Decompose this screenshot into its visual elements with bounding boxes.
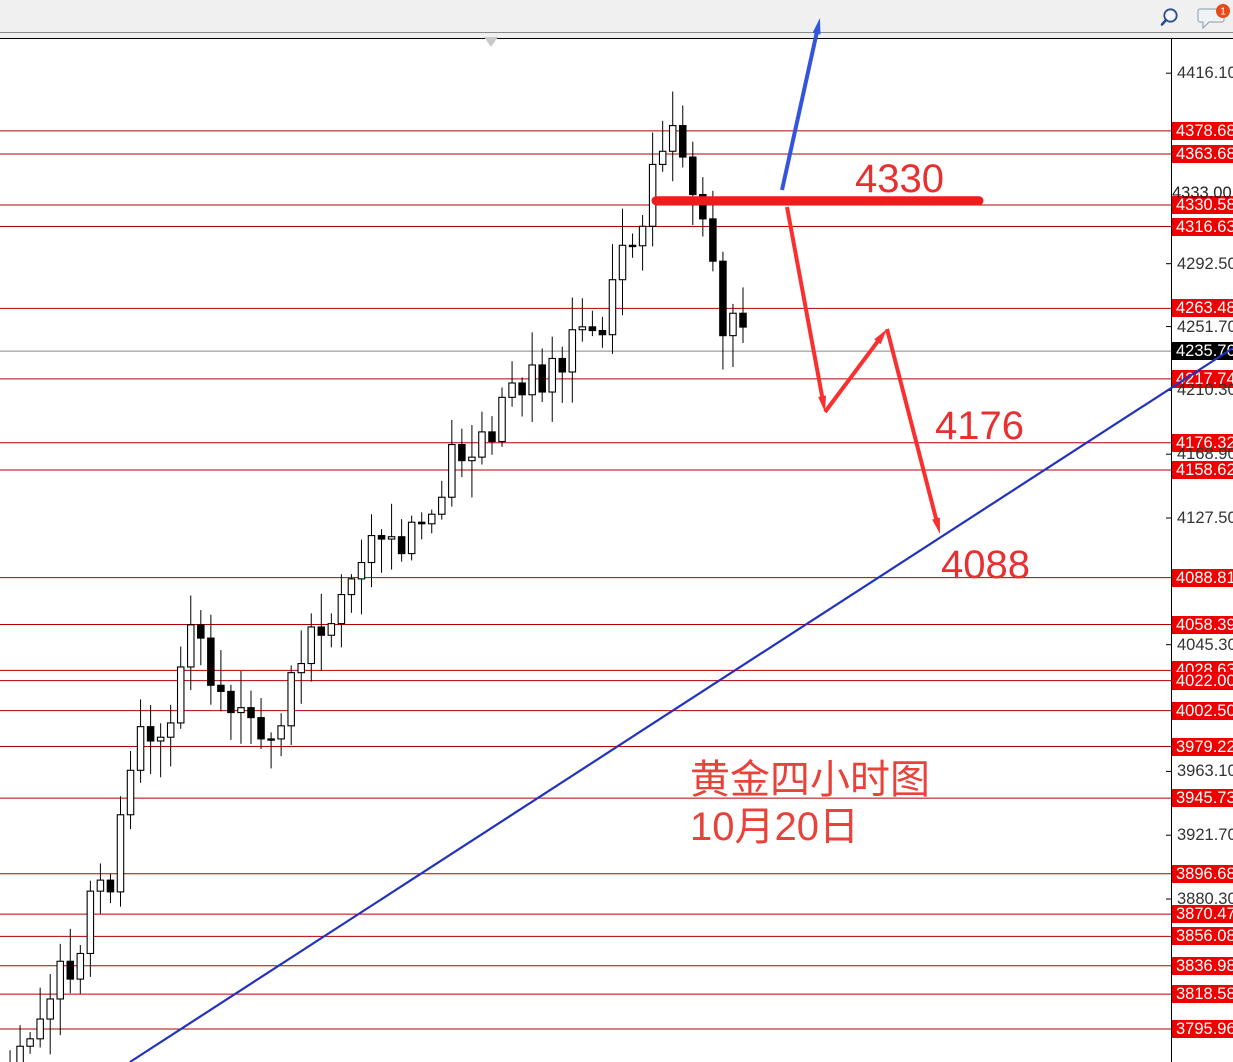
svg-text:1: 1 xyxy=(1220,7,1226,18)
